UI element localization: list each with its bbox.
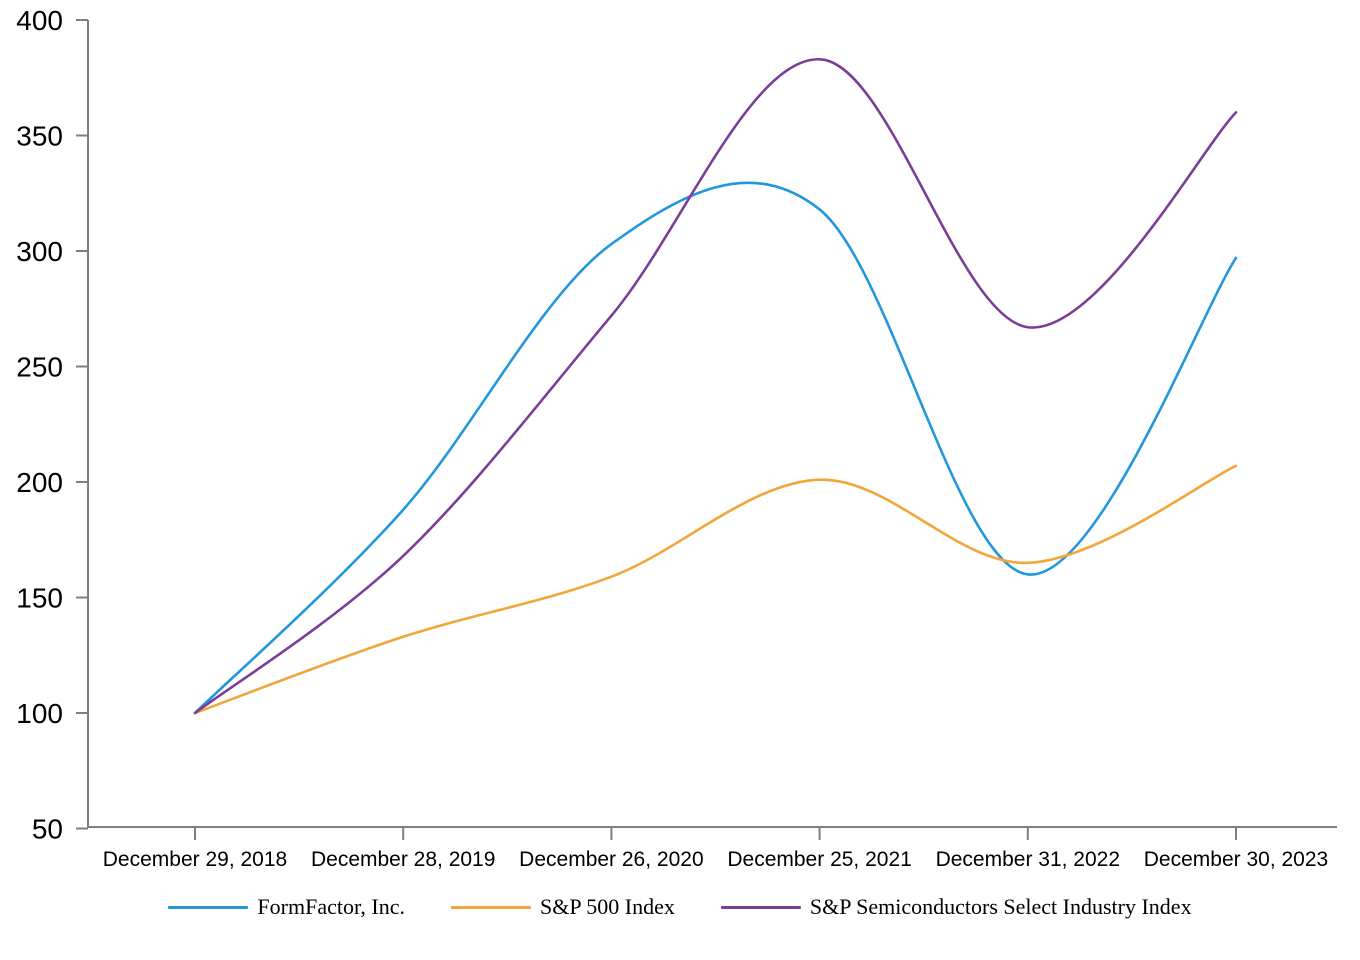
legend-swatch-s-p-500-index [451, 905, 532, 909]
series-line-s-p-500-index [193, 464, 1238, 715]
chart-legend: FormFactor, Inc. S&P 500 Index S&P Semicon… [0, 894, 1360, 920]
legend-item-formfactor-inc: FormFactor, Inc. [168, 894, 405, 920]
x-tick-label: December 28, 2019 [311, 848, 495, 871]
y-tick-label: 200 [16, 467, 63, 498]
legend-item-s-p-semiconductors-select-industry-index: S&P Semiconductors Select Industry Index [720, 894, 1192, 920]
legend-label-s-p-semiconductors-select-industry-index: S&P Semiconductors Select Industry Index [809, 894, 1192, 919]
y-tick-label: 250 [16, 352, 63, 383]
x-tick-label: December 30, 2023 [1144, 848, 1328, 871]
legend-label-s-p-500-index: S&P 500 Index [540, 894, 675, 919]
y-tick-label: 150 [16, 583, 63, 614]
x-tick-label: December 25, 2021 [727, 848, 911, 871]
x-tick-label: December 26, 2020 [519, 848, 703, 871]
legend-item-s-p-500-index: S&P 500 Index [451, 894, 675, 920]
y-tick-label: 100 [16, 698, 63, 729]
y-tick-label: 300 [16, 236, 63, 267]
x-tick-label: December 31, 2022 [936, 848, 1120, 871]
y-tick-label: 350 [16, 121, 63, 152]
series-line-formfactor-inc [193, 181, 1238, 715]
x-tick-label: December 29, 2018 [103, 848, 287, 871]
legend-label-formfactor-inc: FormFactor, Inc. [257, 894, 406, 919]
legend-swatch-formfactor-inc [168, 905, 249, 909]
legend-swatch-s-p-semiconductors-select-industry-index [720, 905, 801, 909]
series-line-s-p-semiconductors-select-industry-index [193, 57, 1238, 715]
y-tick-label: 400 [16, 5, 63, 36]
plot-area: 50 100 150 200 250 300 350 400 December 29, 2018… [16, 5, 1337, 871]
y-tick-label: 50 [32, 814, 63, 845]
